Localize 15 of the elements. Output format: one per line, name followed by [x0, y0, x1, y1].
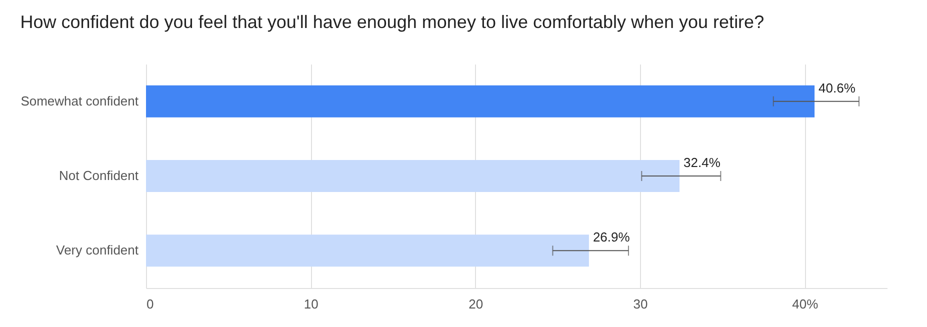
y-tick-label: Somewhat confident	[20, 93, 139, 108]
y-tick-label: Not Confident	[59, 168, 139, 183]
x-tick-label: 40%	[792, 296, 819, 312]
x-tick-label: 10	[304, 296, 318, 312]
x-tick-label: 20	[468, 296, 484, 312]
bar	[146, 160, 680, 192]
bar	[146, 85, 815, 118]
bar	[146, 234, 589, 267]
y-tick-label: Very confident	[56, 242, 139, 258]
x-tick-label: 30	[633, 296, 648, 312]
data-label: 40.6%	[818, 80, 856, 96]
x-tick-label: 0	[146, 296, 154, 312]
data-label: 26.9%	[592, 230, 630, 245]
data-label: 32.4%	[684, 155, 721, 170]
chart-title: How confident do you feel that you'll have enough money to live comfortably when you retire?	[20, 12, 764, 32]
